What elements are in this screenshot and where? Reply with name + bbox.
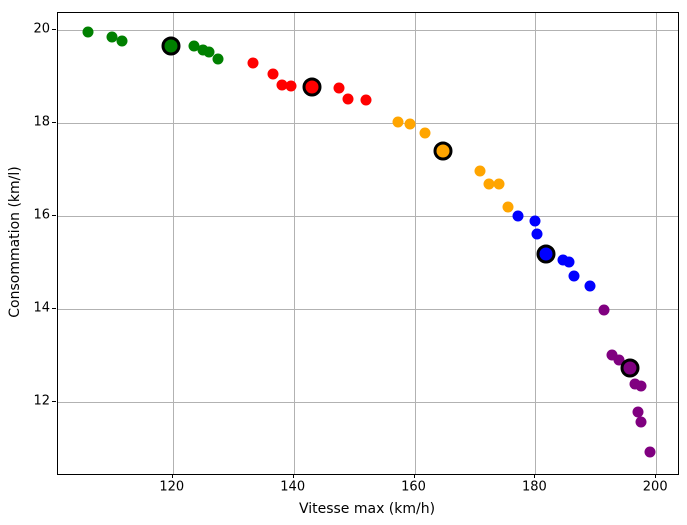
x-tick-mark bbox=[292, 474, 294, 478]
data-point-cluster-green bbox=[197, 44, 209, 56]
centroid-orange-marker bbox=[433, 141, 453, 161]
data-point-cluster-red bbox=[285, 80, 297, 92]
x-tick-label: 180 bbox=[521, 479, 547, 495]
data-point-cluster-red bbox=[247, 57, 259, 69]
data-point-cluster-green bbox=[188, 40, 200, 52]
data-point-cluster-blue bbox=[529, 215, 541, 227]
y-tick-mark bbox=[52, 29, 56, 31]
data-point-cluster-purple bbox=[632, 406, 644, 418]
data-point-cluster-green bbox=[203, 46, 215, 57]
data-point-cluster-purple bbox=[613, 354, 625, 366]
data-point-cluster-red bbox=[360, 94, 372, 106]
x-tick-label: 140 bbox=[280, 479, 306, 495]
plot-area bbox=[57, 12, 679, 475]
y-gridline bbox=[58, 30, 678, 32]
data-point-cluster-purple bbox=[635, 380, 647, 392]
y-gridline bbox=[58, 215, 678, 217]
x-gridline bbox=[535, 13, 537, 474]
data-point-cluster-blue bbox=[512, 210, 524, 222]
x-gridline bbox=[414, 13, 416, 474]
x-tick-label: 160 bbox=[401, 479, 426, 495]
x-tick-mark bbox=[655, 474, 657, 478]
data-point-cluster-red bbox=[342, 93, 354, 105]
data-point-cluster-orange bbox=[483, 178, 495, 190]
data-point-cluster-red bbox=[333, 82, 345, 94]
data-point-cluster-blue bbox=[557, 254, 569, 265]
x-tick-label: 120 bbox=[159, 479, 185, 495]
y-tick-label: 14 bbox=[33, 300, 50, 316]
data-point-cluster-purple bbox=[644, 446, 656, 458]
y-tick-label: 18 bbox=[33, 114, 50, 130]
x-tick-mark bbox=[413, 474, 415, 478]
y-tick-mark bbox=[52, 214, 56, 216]
data-point-cluster-green bbox=[82, 26, 94, 38]
data-point-cluster-orange bbox=[474, 165, 486, 177]
y-tick-mark bbox=[52, 122, 56, 123]
data-point-cluster-orange bbox=[502, 201, 514, 213]
data-point-cluster-orange bbox=[392, 116, 404, 128]
data-point-cluster-purple bbox=[606, 349, 617, 361]
data-point-cluster-purple bbox=[635, 416, 647, 427]
data-point-cluster-purple bbox=[598, 304, 610, 316]
data-point-cluster-blue bbox=[568, 270, 580, 282]
y-tick-label: 16 bbox=[33, 207, 50, 223]
data-point-cluster-red bbox=[267, 68, 278, 80]
data-point-cluster-orange bbox=[404, 118, 416, 130]
data-point-cluster-orange bbox=[493, 178, 505, 190]
data-point-cluster-green bbox=[212, 53, 224, 65]
x-tick-mark bbox=[534, 474, 536, 478]
data-point-cluster-blue bbox=[531, 228, 543, 240]
data-point-cluster-purple bbox=[629, 378, 641, 390]
data-point-cluster-blue bbox=[563, 256, 575, 268]
data-point-cluster-blue bbox=[584, 280, 596, 291]
centroid-red-marker bbox=[302, 77, 322, 97]
data-point-cluster-green bbox=[106, 31, 118, 43]
y-tick-label: 20 bbox=[33, 21, 50, 37]
x-gridline bbox=[293, 13, 295, 474]
x-gridline bbox=[656, 13, 658, 474]
centroid-blue-marker bbox=[536, 244, 556, 264]
y-gridline bbox=[58, 123, 678, 124]
y-tick-mark bbox=[52, 307, 56, 309]
y-gridline bbox=[58, 401, 678, 403]
data-point-cluster-orange bbox=[419, 127, 431, 139]
y-tick-label: 12 bbox=[33, 393, 50, 409]
x-tick-label: 200 bbox=[642, 479, 668, 495]
data-point-cluster-red bbox=[276, 79, 288, 91]
centroid-green-marker bbox=[161, 36, 181, 56]
x-axis-label: Vitesse max (km/h) bbox=[298, 501, 436, 517]
y-axis-label: Consommation (km/l) bbox=[7, 166, 23, 318]
data-point-cluster-green bbox=[116, 35, 127, 47]
y-tick-mark bbox=[52, 400, 56, 402]
x-tick-mark bbox=[171, 474, 173, 478]
y-gridline bbox=[58, 308, 678, 310]
centroid-purple-marker bbox=[620, 358, 640, 378]
x-gridline bbox=[172, 13, 174, 474]
